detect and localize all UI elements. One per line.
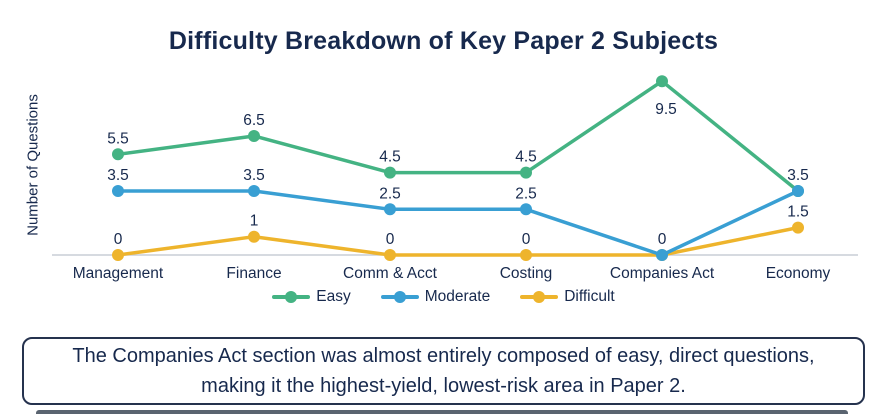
value-label: 0 [386, 231, 395, 248]
data-point-easy [112, 148, 124, 161]
x-axis-label: Companies Act [610, 265, 715, 282]
value-label: 3.5 [787, 167, 809, 184]
data-point-moderate [520, 203, 532, 216]
value-label: 0 [114, 231, 123, 248]
legend-label: Easy [316, 288, 351, 305]
legend-marker-icon [380, 291, 419, 303]
legend-label: Difficult [564, 288, 615, 305]
legend-item-moderate: Moderate [380, 288, 491, 306]
x-axis-label: Comm & Acct [343, 265, 438, 282]
data-point-difficult [384, 249, 396, 261]
legend-item-easy: Easy [272, 288, 351, 306]
legend-marker-icon [520, 291, 559, 303]
callout-box: The Companies Act section was almost ent… [22, 337, 865, 405]
x-axis-label: Finance [226, 265, 281, 282]
value-label: 2.5 [379, 185, 401, 202]
legend-marker-icon [272, 291, 311, 303]
data-point-difficult [520, 249, 532, 261]
data-point-easy [656, 75, 668, 88]
x-axis-label: Costing [500, 265, 553, 282]
callout-text: The Companies Act section was almost ent… [72, 345, 815, 397]
data-point-moderate [248, 185, 260, 197]
x-axis-label: Management [73, 265, 164, 282]
data-point-moderate [656, 249, 668, 261]
series-line-moderate [116, 189, 800, 257]
value-label: 0 [658, 231, 667, 248]
value-label: 2.5 [515, 185, 537, 202]
data-point-moderate [112, 185, 124, 197]
data-point-easy [384, 166, 396, 179]
series-line-difficult [116, 225, 800, 257]
cut-off-element-edge [36, 410, 848, 414]
data-point-difficult [248, 230, 260, 243]
data-point-easy [248, 130, 260, 142]
value-label: 1.5 [787, 204, 809, 221]
data-point-easy [520, 166, 532, 179]
data-point-moderate [792, 185, 804, 197]
value-label: 3.5 [243, 167, 265, 184]
value-label: 3.5 [107, 167, 129, 184]
value-label: 4.5 [515, 149, 537, 166]
value-label: 1 [250, 213, 259, 230]
chart-title: Difficulty Breakdown of Key Paper 2 Subj… [168, 27, 719, 55]
data-point-difficult [112, 249, 124, 261]
x-axis-label: Economy [766, 265, 831, 282]
value-label: 5.5 [107, 130, 129, 147]
legend-item-difficult: Difficult [520, 288, 615, 306]
chart-legend: Easy Moderate Difficult [0, 288, 887, 306]
series-line-easy [116, 79, 800, 193]
value-label: 4.5 [379, 149, 401, 166]
value-label: 6.5 [243, 112, 265, 129]
data-point-moderate [384, 203, 396, 216]
line-chart: Management Finance Comm & Acct Costing Compa… [52, 75, 858, 282]
data-point-difficult [792, 221, 804, 234]
value-label: 0 [522, 231, 531, 248]
legend-label: Moderate [424, 288, 491, 305]
value-label: 9.5 [655, 101, 677, 118]
